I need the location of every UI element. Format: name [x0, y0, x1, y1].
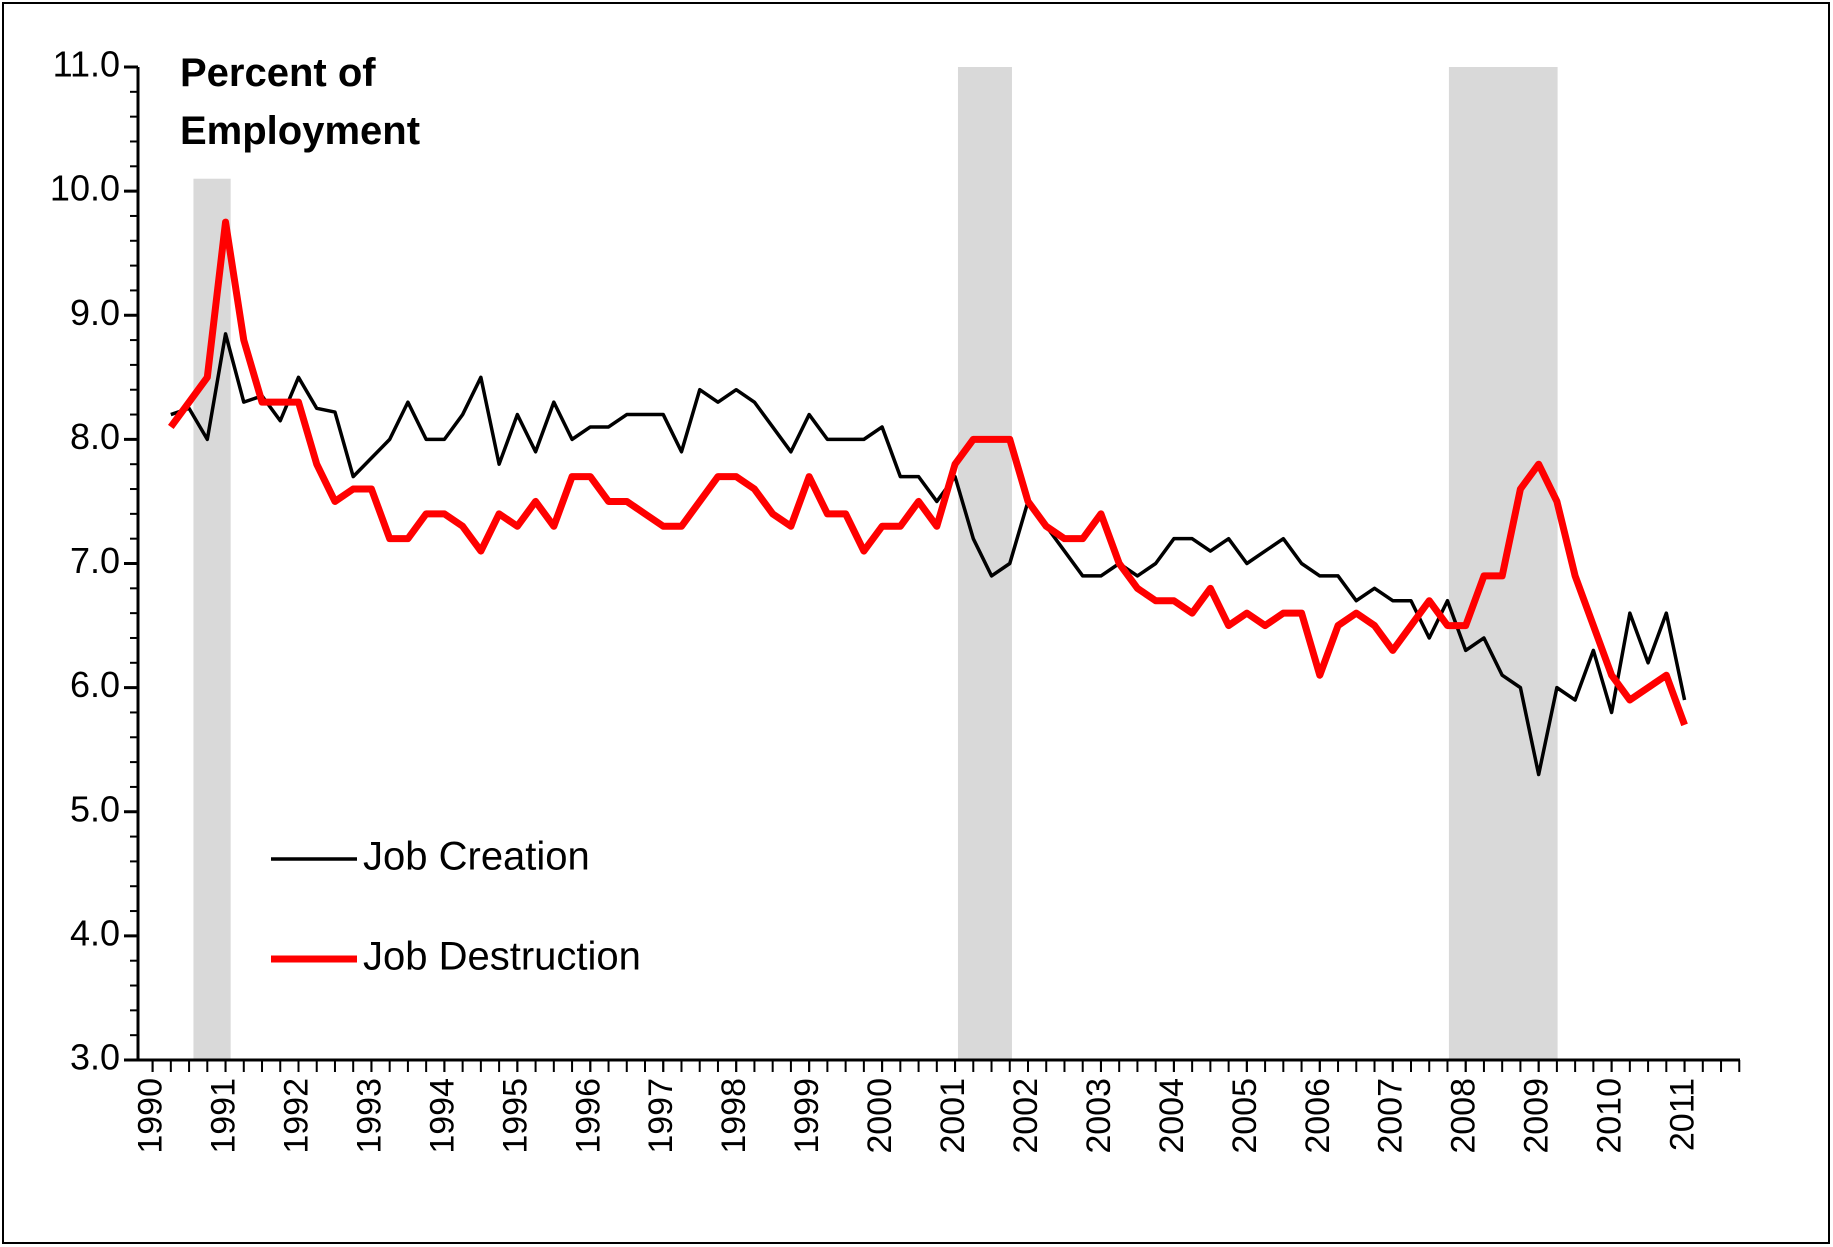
x-tick-label: 1996: [569, 1078, 607, 1154]
x-tick-label: 2000: [861, 1078, 899, 1154]
x-tick-label: 2004: [1153, 1078, 1191, 1154]
x-tick-label: 1999: [788, 1078, 826, 1154]
x-tick-label: 1991: [205, 1078, 243, 1154]
x-tick-label: 2006: [1299, 1078, 1337, 1154]
x-tick-label: 1990: [132, 1078, 170, 1154]
x-tick-label: 2003: [1080, 1078, 1118, 1154]
y-tick-label: 10.0: [50, 168, 120, 209]
x-tick-label: 2010: [1591, 1078, 1629, 1154]
y-tick-label: 11.0: [53, 44, 120, 85]
y-tick-label: 5.0: [70, 788, 120, 829]
series-line: [168, 218, 1688, 727]
x-tick-label: 2011: [1664, 1078, 1702, 1151]
x-tick-label: 1993: [350, 1078, 388, 1154]
y-tick-label: 7.0: [70, 540, 120, 581]
y-tick-label: 9.0: [70, 292, 120, 333]
x-tick-label: 2008: [1445, 1078, 1483, 1154]
x-tick-label: 2005: [1226, 1078, 1264, 1154]
x-tick-label: 1992: [277, 1078, 315, 1154]
x-tick-label: 2002: [1007, 1078, 1045, 1154]
chart-title: Percent of Employment: [180, 51, 421, 153]
x-tick-label: 2009: [1518, 1078, 1556, 1154]
y-tick-label: 4.0: [70, 912, 120, 953]
x-tick-label: 1994: [423, 1078, 461, 1154]
x-tick-label: 1997: [642, 1078, 680, 1154]
y-tick-label: 6.0: [70, 664, 120, 705]
x-tick-label: 1998: [715, 1078, 753, 1154]
x-tick-label: 2001: [934, 1078, 972, 1154]
x-tick-label: 1995: [496, 1078, 534, 1154]
legend-label: Job Destruction: [363, 935, 641, 979]
x-tick-label: 2007: [1372, 1078, 1410, 1154]
legend-label: Job Creation: [363, 835, 590, 879]
y-tick-label: 3.0: [70, 1037, 120, 1078]
y-tick-label: 8.0: [70, 416, 120, 457]
series-line: [170, 332, 1687, 777]
